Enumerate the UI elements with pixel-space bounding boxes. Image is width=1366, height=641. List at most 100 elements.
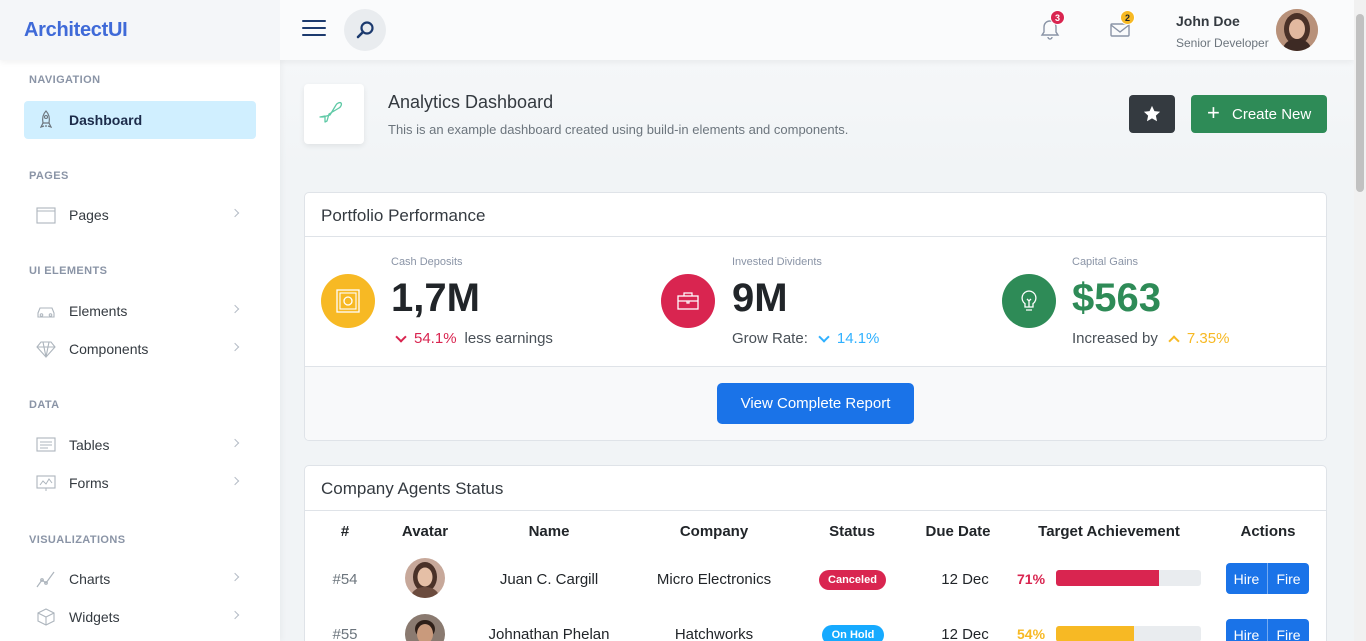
column-header: Status — [829, 523, 875, 540]
row-actions: Hire Fire — [1226, 563, 1309, 594]
card-title: Portfolio Performance — [321, 206, 486, 225]
arrow-down-icon — [818, 330, 830, 343]
sidebar-item-label: Dashboard — [69, 112, 143, 128]
top-bar: ArchitectUI 3 2 John Doe Senior Develope… — [0, 0, 1354, 60]
chevron-right-icon — [230, 208, 240, 218]
capital-gains-icon-circle — [1002, 274, 1056, 328]
stat-change-prefix: Grow Rate: — [732, 330, 808, 347]
row-name: Juan C. Cargill — [499, 571, 599, 588]
row-company: Hatchworks — [674, 626, 754, 641]
sidebar-item-forms[interactable]: Forms — [24, 464, 256, 502]
sidebar-item-label: Widgets — [69, 609, 120, 625]
stat-change: Increased by 7.35% — [1072, 330, 1229, 347]
user-name[interactable]: John Doe — [1176, 13, 1240, 29]
sidebar-item-dashboard[interactable]: Dashboard — [24, 101, 256, 139]
row-due-date: 12 Dec — [941, 571, 989, 588]
chevron-right-icon — [230, 610, 240, 620]
plus-icon: + — [1207, 100, 1220, 125]
stat-label: Capital Gains — [1072, 256, 1139, 268]
sidebar-item-components[interactable]: Components — [24, 330, 256, 368]
row-due-date: 12 Dec — [941, 626, 989, 641]
create-new-label: Create New — [1232, 106, 1312, 123]
column-header: Avatar — [401, 523, 449, 540]
progress-fill — [1056, 570, 1159, 586]
stat-value: 1,7M — [391, 276, 480, 320]
presentation-icon — [36, 475, 56, 491]
stat-label: Invested Dividents — [732, 256, 822, 268]
stat-change-value: 54.1% — [414, 330, 457, 347]
column-header: Name — [528, 523, 570, 540]
column-header: Company — [679, 523, 749, 540]
section-ui-elements: UI ELEMENTS — [29, 265, 108, 277]
target-percent: 54% — [1017, 626, 1046, 641]
sidebar-item-pages[interactable]: Pages — [24, 196, 256, 234]
stat-change-prefix: Increased by — [1072, 330, 1158, 347]
divider — [305, 236, 1326, 237]
car-icon — [37, 307, 55, 318]
menu-toggle-icon[interactable] — [302, 20, 326, 38]
notifications-button[interactable]: 3 — [1038, 10, 1065, 42]
messages-badge: 2 — [1120, 10, 1135, 25]
favorite-button[interactable] — [1129, 95, 1175, 133]
lightbulb-icon — [1021, 290, 1037, 311]
hire-button[interactable]: Hire — [1233, 570, 1260, 587]
sidebar-item-label: Components — [69, 341, 149, 357]
user-avatar[interactable] — [1276, 9, 1318, 51]
messages-button[interactable]: 2 — [1108, 10, 1135, 42]
box-icon — [37, 608, 55, 626]
avatar — [405, 614, 445, 641]
company-agents-status-card: Company Agents Status # Avatar Name Comp… — [304, 465, 1327, 641]
row-company: Micro Electronics — [656, 571, 772, 588]
column-header: Due Date — [925, 523, 991, 540]
section-navigation: NAVIGATION — [29, 74, 101, 86]
scrollbar-thumb[interactable] — [1356, 14, 1364, 192]
stat-value: $563 — [1072, 276, 1161, 320]
search-button[interactable] — [344, 9, 386, 51]
stat-change-value: 7.35% — [1186, 330, 1230, 347]
sidebar-item-widgets[interactable]: Widgets — [24, 598, 256, 636]
sidebar-item-label: Tables — [69, 437, 110, 453]
hire-button[interactable]: Hire — [1233, 626, 1260, 641]
briefcase-icon — [677, 292, 699, 310]
plane-icon — [319, 101, 343, 123]
cash-deposits-icon-circle — [321, 274, 375, 328]
sidebar: NAVIGATION Dashboard PAGES Pages UI ELEM… — [0, 60, 280, 641]
stat-change: Grow Rate: 14.1% — [732, 330, 879, 347]
chevron-right-icon — [230, 572, 240, 582]
divider — [305, 366, 1326, 367]
page-header-icon — [304, 84, 364, 144]
arrow-down-icon — [395, 330, 407, 343]
sidebar-item-elements[interactable]: Elements — [24, 292, 256, 330]
page-scrollbar[interactable] — [1354, 0, 1366, 641]
line-chart-icon — [36, 571, 55, 588]
sidebar-item-label: Charts — [69, 571, 111, 587]
browser-icon — [36, 207, 56, 224]
stat-change-value: 14.1% — [836, 330, 880, 347]
page-subtitle: This is an example dashboard created usi… — [388, 122, 849, 137]
table-icon — [36, 437, 56, 452]
fire-button[interactable]: Fire — [1267, 619, 1309, 641]
stat-value: 9M — [732, 276, 788, 320]
chevron-right-icon — [230, 342, 240, 352]
create-new-button[interactable]: + Create New — [1191, 95, 1327, 133]
view-complete-report-button[interactable]: View Complete Report — [717, 383, 914, 424]
sidebar-item-label: Forms — [69, 475, 109, 491]
target-progress-bar — [1056, 570, 1201, 586]
section-pages: PAGES — [29, 170, 69, 182]
sidebar-item-charts[interactable]: Charts — [24, 560, 256, 598]
sidebar-item-tables[interactable]: Tables — [24, 426, 256, 464]
star-icon — [1143, 105, 1161, 122]
search-icon — [356, 21, 374, 39]
stat-change-note: less earnings — [464, 330, 553, 347]
app-logo[interactable]: ArchitectUI — [24, 19, 128, 41]
user-role: Senior Developer — [1176, 36, 1269, 50]
row-id: #55 — [332, 626, 358, 641]
column-header: Target Achievement — [1038, 523, 1180, 540]
status-badge: On Hold — [822, 625, 884, 641]
arrow-up-icon — [1168, 334, 1180, 347]
row-name: Johnathan Phelan — [488, 626, 610, 641]
rocket-icon — [39, 110, 53, 129]
diamond-icon — [36, 341, 56, 358]
fire-button[interactable]: Fire — [1267, 563, 1309, 594]
column-header: Actions — [1240, 523, 1296, 540]
